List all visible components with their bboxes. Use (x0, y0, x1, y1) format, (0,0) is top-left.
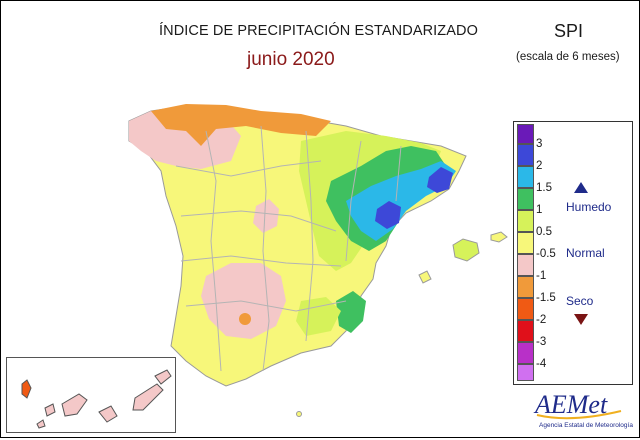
category-normal: Normal (566, 246, 605, 260)
island-fuerteventura (132, 383, 164, 411)
island-la-palma (21, 379, 32, 399)
southwest-orange-dot (239, 313, 251, 325)
legend-value: -0.5 (536, 248, 556, 260)
humid-arrow-icon (574, 182, 588, 193)
map-subtitle: junio 2020 (247, 49, 335, 70)
scale-label: (escala de 6 meses) (516, 51, 620, 63)
menorca (490, 231, 508, 243)
swatch-0.5-1 (517, 210, 534, 232)
legend-value: -4 (536, 358, 547, 370)
aemet-logo-icon: AEMet Agencia Estatal de Meteorología (533, 390, 633, 429)
legend-value: 0.5 (536, 226, 552, 238)
legend-value: 1.5 (536, 182, 552, 194)
canary-islands-map (21, 369, 172, 429)
dry-arrow-icon (574, 314, 588, 325)
legend-value: 1 (536, 204, 543, 216)
legend: 3 2 1.5 1 0.5 -0.5 -1 -1.5 -2 -3 -4 Hume… (513, 121, 633, 385)
legend-value: 2 (536, 160, 543, 172)
swatch-2-3 (517, 144, 534, 166)
swatch-m0.5-m1 (517, 254, 534, 276)
index-name: SPI (554, 21, 584, 41)
svg-text:Agencia Estatal de Meteorologí: Agencia Estatal de Meteorología (539, 422, 633, 429)
swatch-1.5-2 (517, 166, 534, 188)
center-pink (253, 199, 279, 233)
legend-value: -2 (536, 314, 547, 326)
island-tenerife (61, 393, 88, 417)
swatch-m1.5-m2 (517, 298, 534, 320)
svg-text:AEMet: AEMet (533, 390, 608, 419)
province-borders (175, 125, 402, 372)
legend-value: 3 (536, 138, 543, 150)
legend-value: -1 (536, 270, 547, 282)
mallorca (452, 238, 480, 262)
canary-islands-inset (6, 357, 176, 433)
aemet-logo: AEMet Agencia Estatal de Meteorología (521, 381, 635, 435)
swatch-gt3 (517, 124, 534, 144)
swatch-m1-m1.5 (517, 276, 534, 298)
category-humid: Humedo (566, 200, 612, 214)
swatch-lt-m4 (517, 364, 534, 381)
island-gomera (44, 403, 56, 417)
legend-value: -3 (536, 336, 547, 348)
ibiza (418, 270, 432, 284)
blue-core-1 (427, 167, 453, 193)
swatch-m2-m3 (517, 320, 534, 342)
island-lanzarote (154, 369, 172, 385)
legend-value: -1.5 (536, 292, 556, 304)
category-dry: Seco (566, 294, 594, 308)
island-hierro (36, 419, 46, 429)
swatch-1-1.5 (517, 188, 534, 210)
swatch-normal (517, 232, 534, 254)
swatch-m3-m4 (517, 342, 534, 364)
blue-core-2 (375, 201, 401, 229)
map-title: ÍNDICE DE PRECIPITACIÓN ESTANDARIZADO (159, 23, 478, 39)
island-gran-canaria (98, 405, 118, 423)
north-orange (151, 104, 331, 146)
ceuta-dot (296, 411, 302, 417)
